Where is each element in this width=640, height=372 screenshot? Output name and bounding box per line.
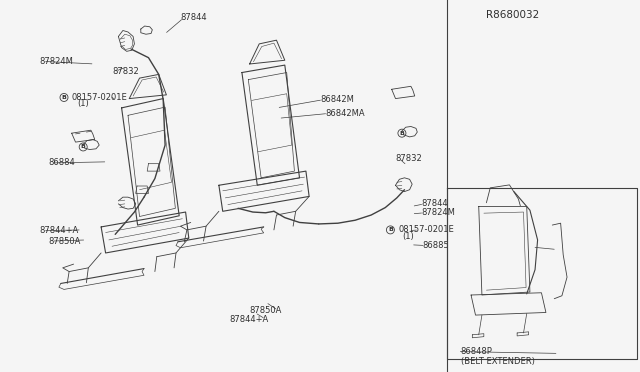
Text: 87844: 87844 — [421, 199, 448, 208]
Text: B: B — [388, 227, 393, 232]
Text: 87850A: 87850A — [249, 306, 282, 315]
Text: 87824M: 87824M — [421, 208, 455, 217]
Text: 87850A: 87850A — [48, 237, 81, 246]
Text: 87832: 87832 — [396, 154, 422, 163]
Text: B: B — [399, 131, 404, 136]
Text: 86842MA: 86842MA — [325, 109, 365, 118]
Text: R8680032: R8680032 — [486, 10, 540, 20]
Text: 86848P: 86848P — [461, 347, 493, 356]
Text: 87824M: 87824M — [40, 57, 74, 66]
Text: 86885: 86885 — [422, 241, 449, 250]
Text: 87832: 87832 — [112, 67, 139, 76]
Text: 08157-0201E: 08157-0201E — [398, 225, 454, 234]
Text: 86842M: 86842M — [320, 95, 354, 104]
Text: B: B — [61, 95, 67, 100]
Text: 87844+A: 87844+A — [230, 315, 269, 324]
Text: B: B — [81, 144, 86, 150]
Text: (1): (1) — [77, 99, 88, 108]
Text: 87844+A: 87844+A — [40, 226, 79, 235]
Text: (1): (1) — [402, 232, 413, 241]
Text: 86884: 86884 — [48, 158, 75, 167]
Text: 87844: 87844 — [180, 13, 207, 22]
Text: (BELT EXTENDER): (BELT EXTENDER) — [461, 357, 534, 366]
Text: 08157-0201E: 08157-0201E — [72, 93, 127, 102]
